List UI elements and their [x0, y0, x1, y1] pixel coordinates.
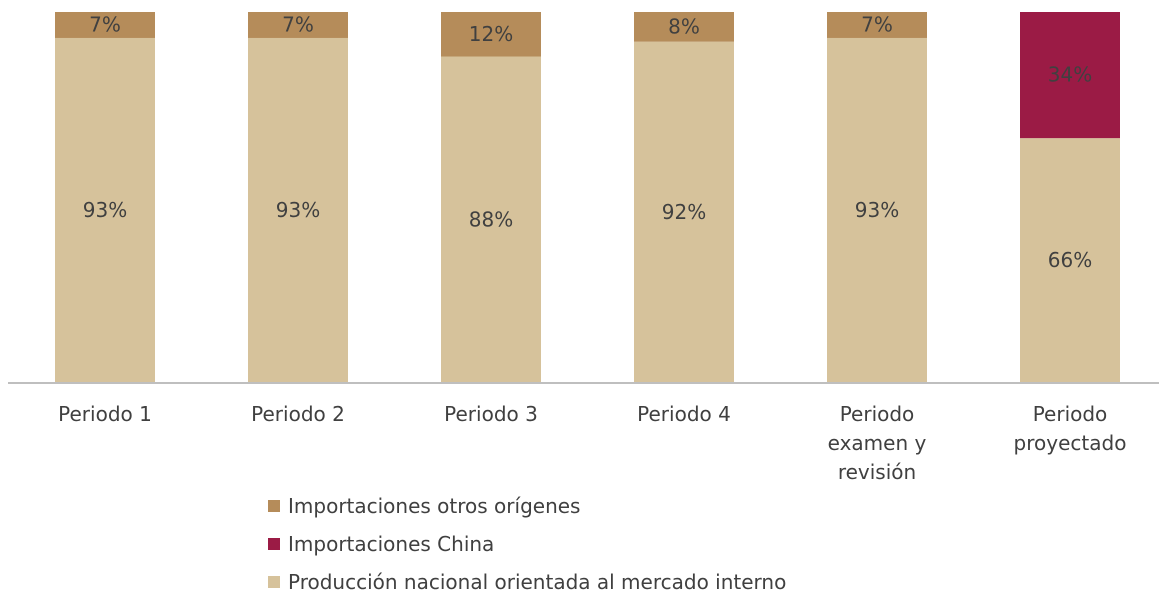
data-label: 88% [469, 207, 513, 231]
data-label: 8% [668, 14, 700, 38]
legend-item: Importaciones otros orígenes [268, 494, 580, 518]
bar-segment [248, 37, 348, 383]
bar-segment [827, 37, 927, 383]
legend-item: Producción nacional orientada al mercado… [268, 570, 786, 594]
bar-segment [827, 12, 927, 38]
legend-label: Importaciones China [288, 532, 495, 556]
data-label: 7% [861, 12, 893, 36]
data-label: 66% [1048, 248, 1092, 272]
legend-label: Producción nacional orientada al mercado… [288, 570, 787, 594]
bar-segment [634, 12, 734, 42]
legend-swatch [268, 500, 280, 512]
legend-label: Importaciones otros orígenes [288, 494, 581, 518]
legend-swatch [268, 538, 280, 550]
legend-swatch [268, 576, 280, 588]
bar-segment [1020, 138, 1120, 383]
x-tick-label: Periodo proyectado [1013, 402, 1127, 455]
x-tick-label: Periodo examen y revisión [827, 402, 927, 484]
data-label: 12% [469, 22, 513, 46]
x-tick-label: Periodo 2 [251, 402, 345, 426]
x-tick-label: Periodo 1 [58, 402, 152, 426]
data-label: 34% [1048, 63, 1092, 87]
data-label: 93% [276, 198, 320, 222]
bar-segment [634, 41, 734, 384]
bar-segment [441, 56, 541, 384]
data-label: 93% [855, 198, 899, 222]
bar-segment [248, 12, 348, 38]
x-tick-label: Periodo 3 [444, 402, 538, 426]
x-tick-label: Periodo 4 [637, 402, 731, 426]
data-label: 92% [662, 200, 706, 224]
bar-segment [55, 12, 155, 38]
data-label: 7% [282, 12, 314, 36]
data-label: 93% [83, 198, 127, 222]
legend-item: Importaciones China [268, 532, 494, 556]
bar-segment [1020, 12, 1120, 139]
data-label: 7% [89, 12, 121, 36]
bar-segment [55, 37, 155, 383]
bar-segment [441, 12, 541, 57]
